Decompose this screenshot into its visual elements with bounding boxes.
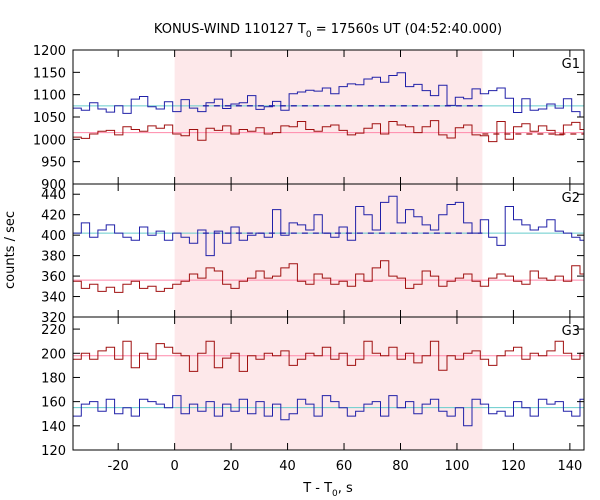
panel-g1: 900 950 1000 1050 1100 1150 1200 G1	[33, 44, 585, 193]
panel-plot-area	[73, 184, 584, 317]
y-axis-label: counts / sec	[3, 211, 18, 289]
y-tick-label: 200	[41, 347, 66, 362]
x-tick-label: 60	[336, 459, 353, 474]
y-tick-label: 120	[41, 444, 66, 459]
chart-title: KONUS-WIND 110127 T0 = 17560s UT (04:52:…	[154, 22, 502, 40]
y-tick-label: 320	[41, 311, 66, 326]
x-tick-label: -20	[108, 459, 129, 474]
x-tick-label: 40	[279, 459, 296, 474]
panel-label: G3	[562, 324, 580, 339]
y-tick-label: 950	[41, 156, 66, 171]
x-tick-label: 20	[223, 459, 240, 474]
y-tick-label: 180	[41, 371, 66, 386]
x-tick-label: 100	[445, 459, 470, 474]
panel-g2: 320 340 360 380 400 420 440 G2	[41, 183, 585, 326]
low-energy-series	[73, 260, 584, 293]
y-tick-label: 420	[41, 209, 66, 224]
y-tick-label: 140	[41, 420, 66, 435]
burst-interval-band	[174, 317, 483, 450]
high-energy-series	[73, 395, 584, 427]
panel-g3: 120 140 160 180 200 220 -20 0 20 40 60 80 100 120 140 G…	[41, 316, 585, 474]
y-tick-label: 1150	[33, 66, 66, 81]
x-tick-label: 0	[170, 459, 178, 474]
panel-frame	[72, 316, 585, 451]
y-tick-label: 1000	[33, 133, 66, 148]
high-energy-series	[73, 72, 584, 118]
panel-label: G1	[562, 57, 580, 72]
y-tick-label: 400	[41, 229, 66, 244]
x-tick-label: 80	[392, 459, 409, 474]
y-tick-label: 1100	[33, 89, 66, 104]
panel-plot-area	[73, 317, 584, 450]
y-tick-label: 160	[41, 396, 66, 411]
y-tick-label: 220	[41, 323, 66, 338]
y-tick-label: 380	[41, 250, 66, 265]
panel-label: G2	[562, 191, 580, 206]
y-tick-label: 440	[41, 188, 66, 203]
y-tick-label: 1200	[33, 44, 66, 59]
y-tick-label: 360	[41, 270, 66, 285]
burst-interval-band	[174, 50, 483, 184]
x-tick-label: 140	[557, 459, 582, 474]
x-tick-label: 120	[501, 459, 526, 474]
y-tick-label: 340	[41, 291, 66, 306]
y-tick-label: 1050	[33, 111, 66, 126]
panel-plot-area	[73, 50, 584, 184]
high-energy-series	[73, 195, 584, 257]
x-axis-label: T - T0, s	[302, 481, 353, 499]
low-energy-series	[73, 340, 584, 372]
low-energy-series	[73, 120, 584, 143]
y-tick-label: 900	[41, 178, 66, 193]
burst-interval-band	[174, 184, 483, 317]
